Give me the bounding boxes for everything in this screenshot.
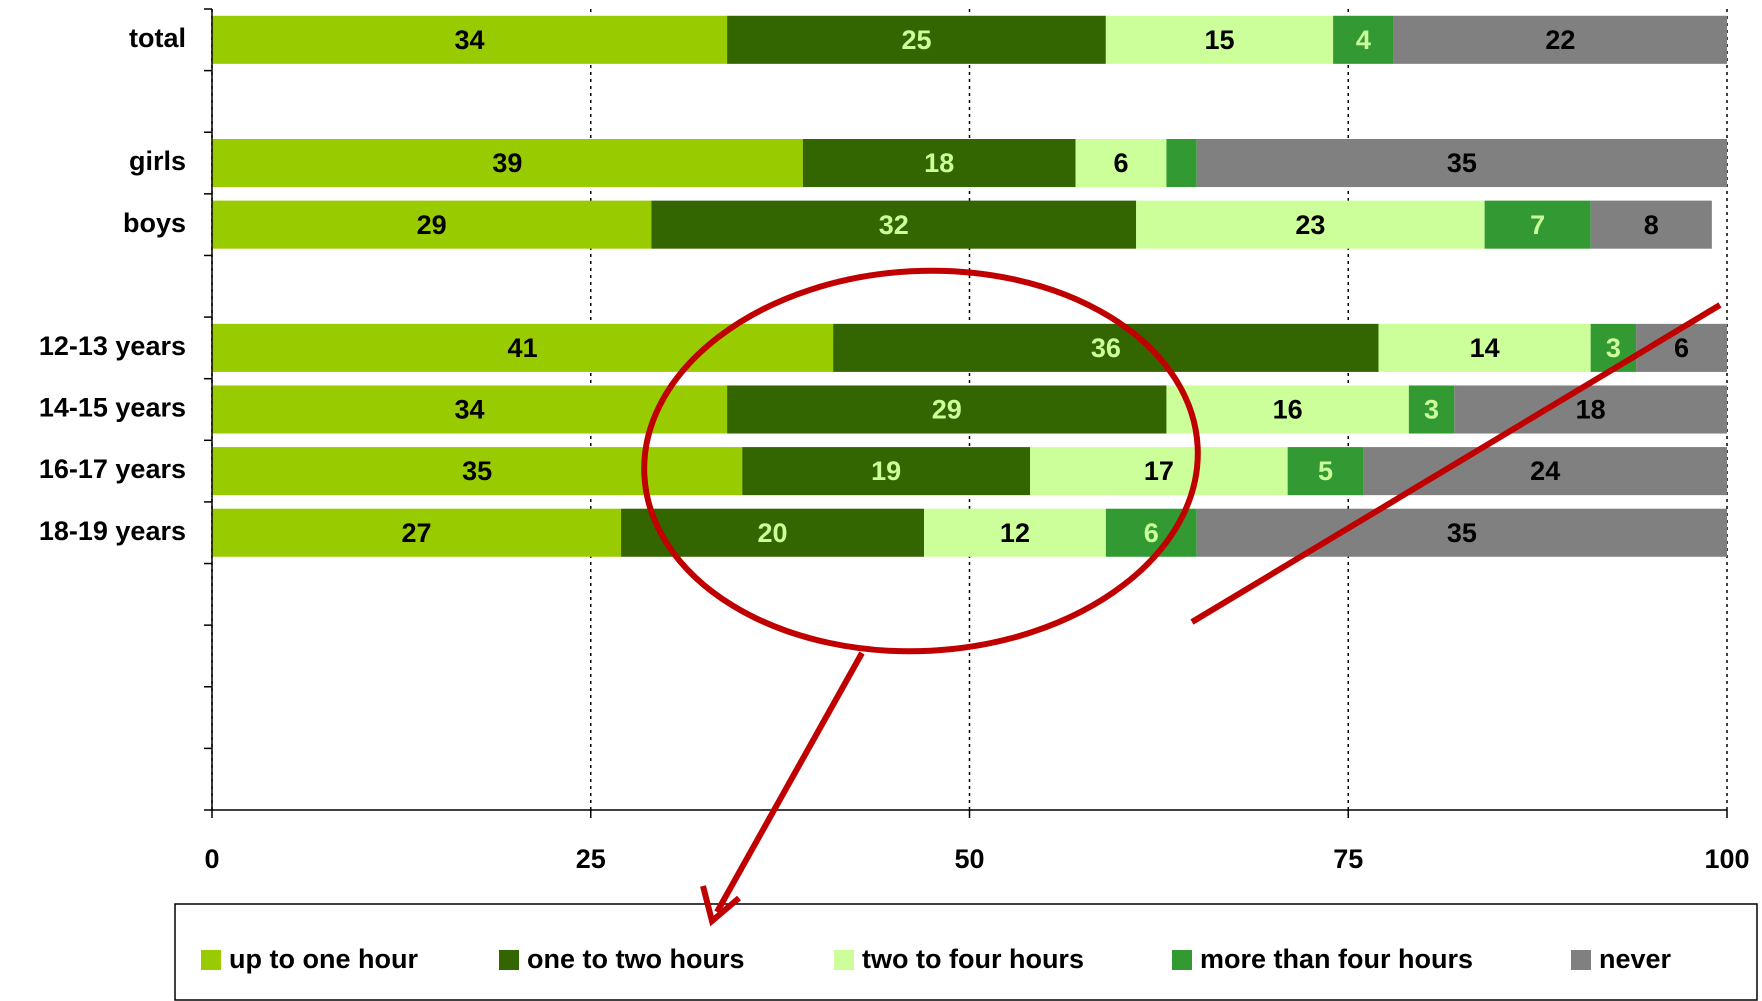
bar-segment — [1075, 139, 1167, 188]
data-label: 35 — [1447, 518, 1477, 548]
bar-segment — [1378, 323, 1591, 372]
data-label: 24 — [1530, 456, 1560, 486]
bar-segment — [1166, 139, 1197, 188]
bar-segment — [212, 508, 622, 557]
data-label: 34 — [455, 395, 485, 425]
x-tick-label: 100 — [1704, 844, 1749, 874]
legend-swatch — [834, 950, 854, 970]
y-tick-label: boys — [123, 208, 186, 238]
annotation-arrowhead — [700, 885, 741, 927]
y-tick-label: total — [129, 23, 186, 53]
data-label: 5 — [1318, 456, 1333, 486]
legend-swatch — [499, 950, 519, 970]
bar-segment — [212, 385, 728, 434]
bar-segment — [212, 447, 743, 496]
data-label: 41 — [508, 333, 538, 363]
data-label: 7 — [1530, 210, 1545, 240]
data-label: 3 — [1606, 333, 1621, 363]
data-label: 19 — [871, 456, 901, 486]
data-label: 14 — [1470, 333, 1500, 363]
annotation-ellipse — [641, 267, 1201, 655]
data-label: 18 — [924, 148, 954, 178]
bar-segment — [1408, 385, 1455, 434]
legend-label: one to two hours — [527, 944, 744, 974]
x-tick-label: 0 — [204, 844, 219, 874]
data-label: 18 — [1576, 395, 1606, 425]
data-label: 3 — [1424, 395, 1439, 425]
data-label: 15 — [1204, 25, 1234, 55]
x-tick-label: 75 — [1333, 844, 1363, 874]
data-label: 6 — [1674, 333, 1689, 363]
data-label: 23 — [1295, 210, 1325, 240]
data-label: 29 — [932, 395, 962, 425]
y-tick-label: 16-17 years — [39, 454, 186, 484]
bar-segment — [1484, 200, 1591, 249]
annotation-line — [1190, 302, 1722, 625]
legend-box — [174, 903, 1758, 1001]
bar-segment — [212, 200, 652, 249]
bar-segment — [1105, 15, 1334, 64]
legend-label: up to one hour — [229, 944, 418, 974]
bar-segment — [742, 447, 1031, 496]
y-tick-label: 18-19 years — [39, 516, 186, 546]
legend-label: two to four hours — [862, 944, 1084, 974]
data-label: 25 — [901, 25, 931, 55]
bar-segment — [212, 15, 728, 64]
bar-segment — [212, 139, 803, 188]
data-label: 29 — [417, 210, 447, 240]
legend-swatch — [1571, 950, 1591, 970]
legend-swatch — [201, 950, 221, 970]
bar-segment — [1393, 15, 1727, 64]
bar-segment — [1030, 447, 1288, 496]
data-label: 35 — [1447, 148, 1477, 178]
bar-segment — [727, 15, 1106, 64]
bar-segment — [1363, 447, 1727, 496]
data-label: 16 — [1273, 395, 1303, 425]
data-label: 22 — [1545, 25, 1575, 55]
bar-segment — [651, 200, 1137, 249]
annotation — [641, 267, 1722, 927]
annotation-arrow — [714, 651, 865, 914]
x-tick-label: 25 — [576, 844, 606, 874]
y-tick-label: girls — [129, 146, 186, 176]
y-tick-label: 12-13 years — [39, 331, 186, 361]
data-label: 35 — [462, 456, 492, 486]
legend-label: more than four hours — [1200, 944, 1473, 974]
data-label: 32 — [879, 210, 909, 240]
y-tick-label: 14-15 years — [39, 393, 186, 423]
bar-segment — [802, 139, 1076, 188]
bar-segment — [727, 385, 1167, 434]
data-label: 12 — [1000, 518, 1030, 548]
bar-segment — [1166, 385, 1409, 434]
data-label: 36 — [1091, 333, 1121, 363]
bar-segment — [1136, 200, 1485, 249]
legend-swatch — [1172, 950, 1192, 970]
data-label: 27 — [402, 518, 432, 548]
data-label: 6 — [1144, 518, 1159, 548]
bar-segment — [1590, 323, 1637, 372]
legend-label: never — [1599, 944, 1672, 974]
data-label: 8 — [1644, 210, 1659, 240]
x-tick-label: 50 — [954, 844, 984, 874]
data-label: 4 — [1356, 25, 1371, 55]
bar-segment — [1196, 139, 1727, 188]
bar-segment — [1454, 385, 1727, 434]
bar-segment — [1287, 447, 1364, 496]
bar-segment — [1333, 15, 1394, 64]
bar-segment — [1590, 200, 1712, 249]
bar-segment — [1196, 508, 1727, 557]
data-label: 39 — [492, 148, 522, 178]
data-label: 20 — [758, 518, 788, 548]
data-label: 17 — [1144, 456, 1174, 486]
bar-segment — [924, 508, 1106, 557]
bar-segment — [833, 323, 1379, 372]
data-label: 6 — [1113, 148, 1128, 178]
data-label: 34 — [455, 25, 485, 55]
